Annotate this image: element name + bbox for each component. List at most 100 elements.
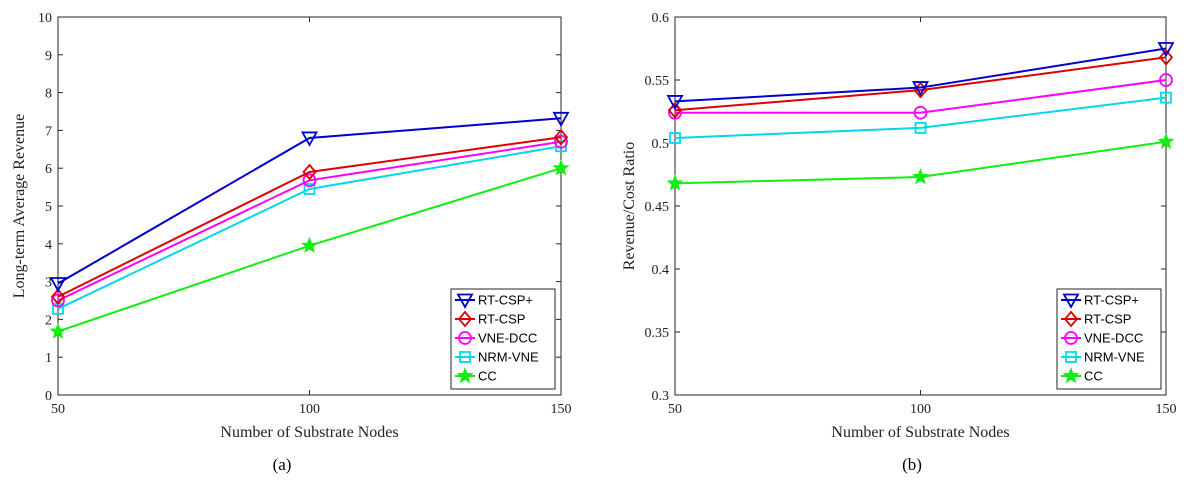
- y-tick-label: 7: [45, 124, 52, 139]
- y-tick-label: 0.6: [652, 11, 670, 26]
- y-tick-label: 1: [45, 351, 52, 366]
- y-tick-label: 8: [45, 87, 52, 102]
- legend-item: CC: [1061, 367, 1103, 384]
- data-point: [51, 293, 65, 308]
- data-point: [1158, 48, 1174, 66]
- data-point: [300, 131, 319, 147]
- data-point: [1157, 132, 1175, 149]
- series-cc: [49, 159, 570, 339]
- data-point: [301, 236, 318, 253]
- legend-marker: [456, 293, 474, 309]
- data-point: [666, 174, 684, 191]
- legend-item: RT-CSP: [1061, 310, 1131, 328]
- y-tick-label: 3: [45, 276, 52, 291]
- legend-item: NRM-VNE: [1061, 350, 1145, 365]
- legend-item: RT-CSP+: [1061, 293, 1139, 309]
- series-line: [674, 96, 1167, 139]
- data-point: [302, 173, 317, 188]
- legend-label: RT-CSP: [478, 312, 525, 327]
- series-line: [674, 47, 1167, 103]
- series-rt-csp-: [49, 111, 570, 293]
- legend-label: RT-CSP+: [478, 293, 533, 308]
- y-tick-label: 5: [45, 200, 52, 215]
- y-tick-label: 0: [45, 389, 52, 404]
- legend-marker: [458, 331, 472, 345]
- legend-marker: [1064, 331, 1078, 345]
- y-tick-label: 9: [45, 49, 52, 64]
- data-point: [912, 168, 929, 185]
- series-rt-csp-: [666, 42, 1175, 111]
- data-point: [303, 183, 316, 195]
- legend-label: RT-CSP+: [1084, 293, 1139, 308]
- series-line: [57, 136, 562, 298]
- legend-marker: [1065, 351, 1077, 363]
- legend-label: NRM-VNE: [478, 350, 539, 365]
- data-point: [552, 111, 570, 128]
- x-tick-label: 50: [668, 402, 682, 417]
- series-line: [57, 117, 562, 285]
- legend-marker: [1063, 310, 1079, 328]
- data-point: [49, 322, 67, 339]
- legend-label: NRM-VNE: [1084, 350, 1145, 365]
- y-tick-label: 0.45: [645, 200, 670, 215]
- series-nrm-vne: [669, 91, 1172, 144]
- data-point: [1160, 91, 1172, 104]
- x-tick-label: 100: [910, 402, 931, 417]
- data-point: [552, 159, 570, 176]
- legend: RT-CSP+ RT-CSP VNE-DCC NRM-VNE CC: [450, 288, 556, 390]
- legend-label: VNE-DCC: [478, 331, 537, 346]
- x-tick-label: 150: [551, 402, 572, 417]
- data-point: [669, 132, 681, 144]
- legend-label: CC: [1084, 369, 1103, 384]
- series-line: [675, 79, 1167, 114]
- legend-item: RT-CSP+: [455, 293, 533, 309]
- series-line: [674, 56, 1167, 112]
- data-point: [49, 277, 67, 293]
- x-tick-label: 100: [299, 402, 320, 417]
- legend: RT-CSP+ RT-CSP VNE-DCC NRM-VNE CC: [1056, 288, 1162, 390]
- data-point: [553, 128, 569, 146]
- data-point: [914, 121, 927, 134]
- data-point: [50, 288, 66, 306]
- legend-label: RT-CSP: [1084, 312, 1131, 327]
- legend-marker: [1062, 293, 1080, 309]
- x-tick-label: 150: [1156, 402, 1177, 417]
- data-point: [666, 95, 684, 111]
- legend-item: CC: [455, 367, 497, 384]
- chart-b: 0.3 0.35 0.4 0.45 0.5 0.55 0.6 50 100 150 Number o…: [621, 11, 1177, 441]
- data-point: [911, 81, 930, 97]
- y-tick-label: 0.5: [652, 137, 670, 152]
- y-tick-label: 2: [45, 313, 52, 328]
- legend-marker: [456, 367, 474, 384]
- y-axis-label: Revenue/Cost Ratio: [621, 142, 638, 270]
- data-point: [554, 134, 568, 149]
- y-tick-label: 10: [38, 11, 52, 26]
- y-axis-label: Long-term Average Revenue: [11, 114, 28, 299]
- series-cc: [666, 132, 1175, 191]
- legend-marker: [1062, 367, 1080, 384]
- legend-item: NRM-VNE: [455, 350, 539, 365]
- data-point: [913, 105, 928, 120]
- legend-label: CC: [478, 369, 497, 384]
- data-point: [1157, 42, 1175, 58]
- caption-b: (b): [902, 455, 922, 474]
- y-tick-label: 6: [45, 162, 52, 177]
- legend-item: RT-CSP: [455, 310, 525, 328]
- data-point: [1159, 73, 1173, 87]
- series-vne-dcc: [668, 73, 1173, 120]
- x-axis-label: Number of Substrate Nodes: [220, 424, 398, 441]
- data-point: [302, 163, 317, 181]
- chart-a: 0 1 2 3 4 5 6 7 8 9 10 50 100 150 Number of Substrate …: [11, 11, 572, 441]
- legend-label: VNE-DCC: [1084, 331, 1143, 346]
- y-tick-label: 0.4: [652, 263, 670, 278]
- legend-marker: [457, 310, 473, 328]
- legend-item: VNE-DCC: [455, 331, 537, 346]
- x-tick-label: 50: [51, 402, 65, 417]
- series-line: [57, 145, 562, 310]
- legend-item: VNE-DCC: [1061, 331, 1143, 346]
- caption-a: (a): [273, 455, 292, 474]
- series-rt-csp: [50, 128, 569, 306]
- y-tick-label: 0.55: [645, 74, 670, 89]
